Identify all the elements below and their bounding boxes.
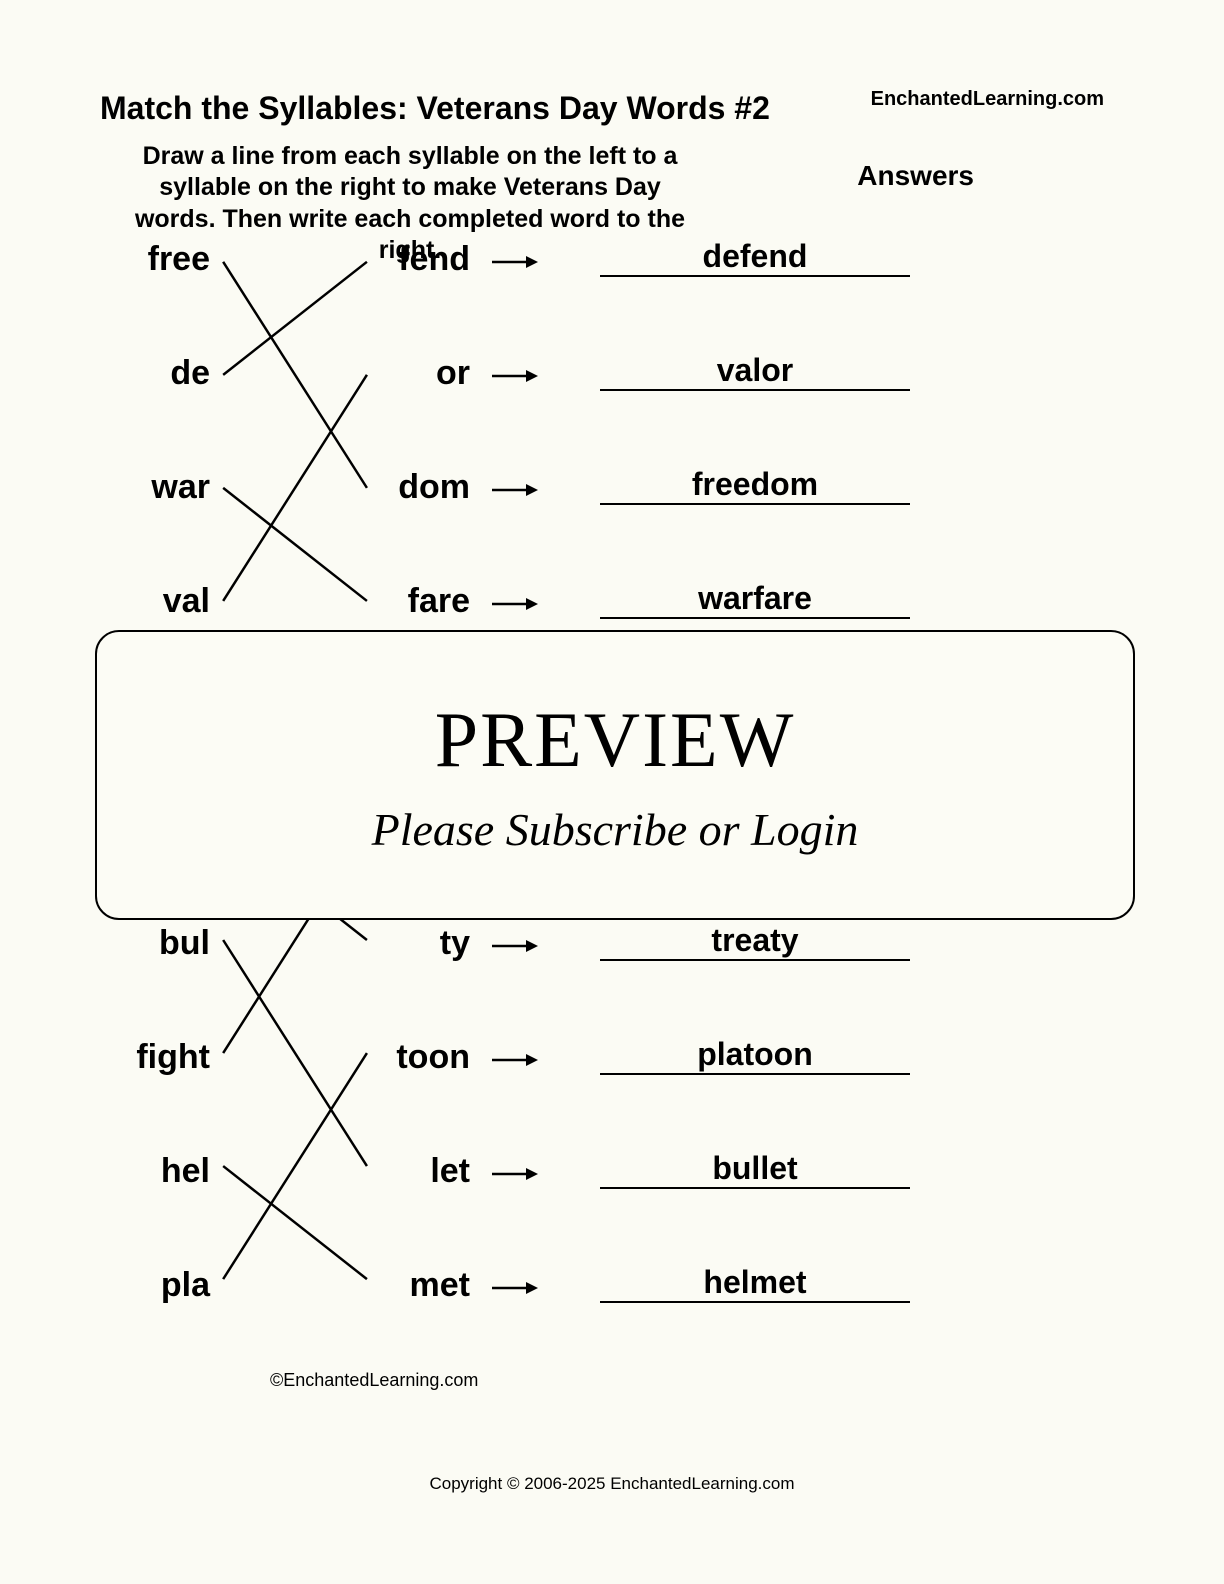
right-syllable: dom xyxy=(370,468,470,507)
watermark-text: ©EnchantedLearning.com xyxy=(270,1370,478,1391)
left-syllable: val xyxy=(100,582,210,621)
arrow-icon xyxy=(490,594,540,614)
right-syllable: met xyxy=(370,1266,470,1305)
answer-word: freedom xyxy=(600,466,910,505)
copyright-text: Copyright © 2006-2025 EnchantedLearning.… xyxy=(0,1474,1224,1494)
right-syllable: fend xyxy=(370,240,470,279)
arrow-icon xyxy=(490,366,540,386)
left-syllable: bul xyxy=(100,924,210,963)
arrow-icon xyxy=(490,1050,540,1070)
answer-word: platoon xyxy=(600,1036,910,1075)
right-syllable: or xyxy=(370,354,470,393)
preview-subtitle: Please Subscribe or Login xyxy=(372,803,859,856)
left-syllable: free xyxy=(100,240,210,279)
right-syllable: ty xyxy=(370,924,470,963)
left-syllable: hel xyxy=(100,1152,210,1191)
arrow-icon xyxy=(490,480,540,500)
arrow-icon xyxy=(490,1164,540,1184)
answer-word: bullet xyxy=(600,1150,910,1189)
arrow-icon xyxy=(490,936,540,956)
preview-overlay: PREVIEW Please Subscribe or Login xyxy=(95,630,1135,920)
left-syllable: fight xyxy=(100,1038,210,1077)
worksheet-page: EnchantedLearning.com Match the Syllable… xyxy=(0,0,1224,1584)
answer-word: defend xyxy=(600,238,910,277)
answers-heading: Answers xyxy=(857,160,974,192)
left-syllable: pla xyxy=(100,1266,210,1305)
right-syllable: toon xyxy=(370,1038,470,1077)
arrow-icon xyxy=(490,252,540,272)
preview-title: PREVIEW xyxy=(435,695,796,785)
answer-word: valor xyxy=(600,352,910,391)
arrow-icon xyxy=(490,1278,540,1298)
answer-word: warfare xyxy=(600,580,910,619)
answer-word: treaty xyxy=(600,922,910,961)
answer-word: helmet xyxy=(600,1264,910,1303)
right-syllable: let xyxy=(370,1152,470,1191)
right-syllable: fare xyxy=(370,582,470,621)
left-syllable: de xyxy=(100,354,210,393)
left-syllable: war xyxy=(100,468,210,507)
site-brand: EnchantedLearning.com xyxy=(871,88,1104,111)
